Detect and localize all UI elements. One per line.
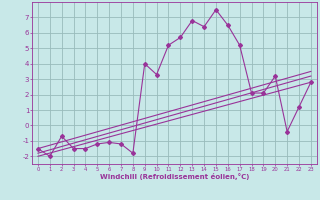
X-axis label: Windchill (Refroidissement éolien,°C): Windchill (Refroidissement éolien,°C) [100, 173, 249, 180]
